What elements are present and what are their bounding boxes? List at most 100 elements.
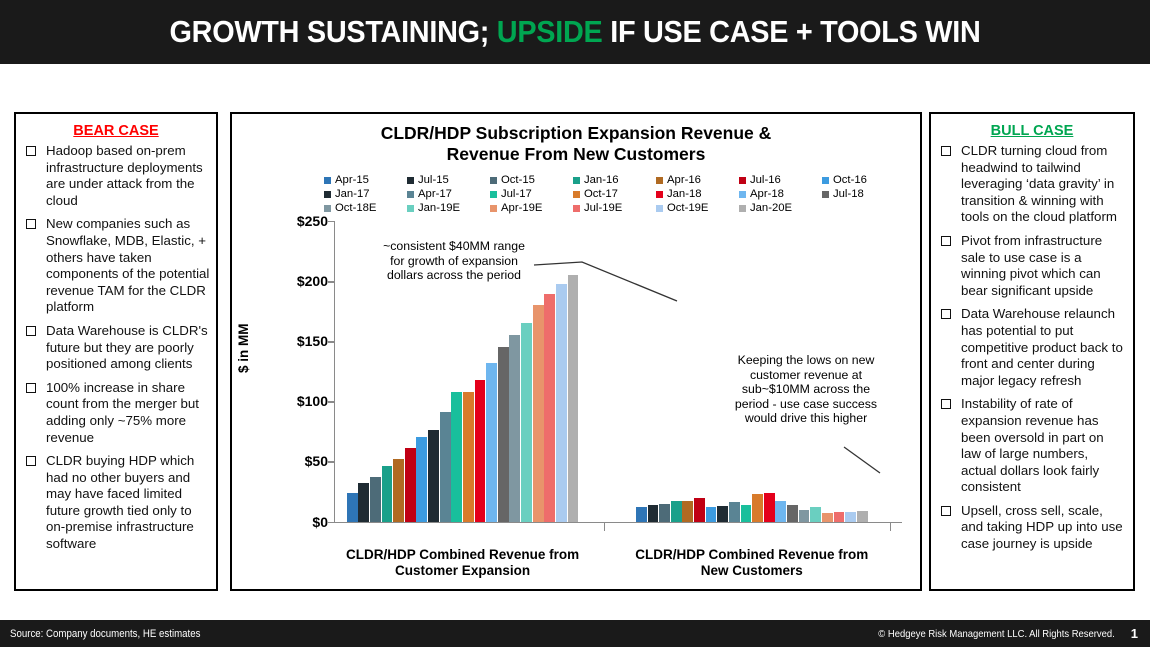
bar[interactable] [717, 505, 729, 522]
bear-case-bullet: CLDR buying HDP which had no other buyer… [20, 453, 210, 553]
bar[interactable] [439, 412, 451, 522]
legend-item[interactable]: Apr-15 [324, 174, 407, 186]
bar[interactable] [544, 294, 556, 522]
bear-case-bullet-text: Hadoop based on-prem infrastructure depl… [46, 143, 203, 208]
bar[interactable] [833, 512, 845, 522]
y-axis-tick-label: $200 [296, 273, 328, 290]
legend-label: Jan-17 [335, 188, 370, 200]
y-axis-tick-labels: $0 $50 $100 $150 $200 $250 [254, 213, 328, 543]
legend-item[interactable]: Jan-18 [656, 188, 739, 200]
bar[interactable] [404, 448, 416, 522]
bar[interactable] [728, 502, 740, 522]
bar[interactable] [787, 504, 798, 522]
bar[interactable] [740, 504, 752, 522]
legend-item[interactable]: Oct-19E [656, 202, 739, 214]
bar[interactable] [763, 492, 775, 522]
bull-case-bullet-text: Instability of rate of expansion revenue… [961, 396, 1104, 495]
bull-case-bullet: Upsell, cross sell, scale, and taking HD… [935, 503, 1127, 553]
bar[interactable] [752, 493, 763, 522]
y-axis-tick-mark [328, 521, 334, 523]
bar[interactable] [346, 492, 358, 522]
legend-item[interactable]: Jan-17 [324, 188, 407, 200]
bar[interactable] [509, 335, 521, 522]
header-bar: GROWTH SUSTAINING; UPSIDE IF USE CASE + … [0, 0, 1150, 64]
legend-item[interactable]: Jul-18 [822, 188, 905, 200]
bull-case-bullet-text: Upsell, cross sell, scale, and taking HD… [961, 502, 1123, 552]
legend-item[interactable]: Apr-18 [739, 188, 822, 200]
bar[interactable] [647, 504, 659, 522]
bar[interactable] [775, 501, 787, 522]
bar[interactable] [694, 497, 705, 522]
bar[interactable] [428, 430, 439, 522]
bar[interactable] [810, 507, 822, 522]
title-part-2: IF USE CASE + TOOLS WIN [602, 14, 981, 49]
bar[interactable] [845, 512, 856, 522]
legend-item[interactable]: Jul-17 [490, 188, 573, 200]
bar[interactable] [635, 507, 647, 522]
legend-item[interactable]: Oct-18E [324, 202, 407, 214]
bar[interactable] [682, 501, 694, 522]
title-part-1: GROWTH SUSTAINING; [169, 14, 497, 49]
bar[interactable] [369, 477, 381, 522]
y-axis-tick-mark [328, 281, 334, 283]
legend-item[interactable]: Apr-19E [490, 202, 573, 214]
bar[interactable] [451, 391, 463, 522]
bar[interactable] [462, 391, 474, 522]
bar[interactable] [486, 362, 498, 522]
legend-item[interactable]: Jul-15 [407, 174, 490, 186]
legend-item[interactable]: Jan-19E [407, 202, 490, 214]
legend-swatch-icon [656, 204, 663, 212]
legend-swatch-icon [490, 190, 497, 198]
bar[interactable] [521, 323, 532, 522]
chart-title: CLDR/HDP Subscription Expansion Revenue … [246, 123, 906, 165]
bar[interactable] [532, 305, 544, 522]
legend-item[interactable]: Oct-16 [822, 174, 905, 186]
legend-swatch-icon [490, 176, 497, 184]
plot-area: $ in MM $0 $50 $100 $150 $200 $250 CLDR/HDP C… [232, 213, 920, 578]
page-title: GROWTH SUSTAINING; UPSIDE IF USE CASE + … [170, 14, 981, 50]
bull-case-bullet-text: Pivot from infrastructure sale to use ca… [961, 232, 1103, 298]
bull-case-bullet: CLDR turning cloud from headwind to tail… [935, 143, 1127, 226]
legend-item[interactable]: Jan-16 [573, 174, 656, 186]
bull-case-bullet-list: CLDR turning cloud from headwind to tail… [931, 143, 1133, 553]
bar[interactable] [474, 379, 486, 522]
x-axis-group-labels: CLDR/HDP Combined Revenue from Customer E… [335, 547, 902, 587]
checkbox-bullet-icon [26, 146, 36, 156]
bar[interactable] [358, 483, 370, 522]
bar[interactable] [497, 347, 509, 522]
legend-item[interactable]: Jul-16 [739, 174, 822, 186]
bar[interactable] [393, 459, 405, 522]
legend-item[interactable]: Oct-15 [490, 174, 573, 186]
legend-item[interactable]: Jan-20E [739, 202, 822, 214]
legend-label: Oct-15 [501, 174, 535, 186]
legend-item[interactable]: Jul-19E [573, 202, 656, 214]
legend-swatch-icon [739, 176, 746, 184]
x-axis-group-label-line: Customer Expansion [395, 563, 531, 578]
legend-label: Oct-18E [335, 202, 377, 214]
bar[interactable] [416, 437, 428, 522]
legend-item[interactable]: Apr-17 [407, 188, 490, 200]
y-axis-tick-mark [328, 461, 334, 463]
bar[interactable] [555, 283, 567, 522]
checkbox-bullet-icon [26, 382, 36, 393]
bar[interactable] [856, 510, 868, 522]
x-axis-group-label-line: New Customers [700, 563, 803, 578]
chart-title-line-1: CLDR/HDP Subscription Expansion Revenue … [380, 123, 772, 143]
legend-label: Jul-15 [418, 174, 449, 186]
legend-item[interactable]: Apr-16 [656, 174, 739, 186]
bar[interactable] [705, 507, 717, 522]
bar[interactable] [567, 275, 579, 522]
bar[interactable] [381, 466, 393, 522]
legend-label: Jul-17 [501, 188, 532, 200]
title-accent: UPSIDE [496, 14, 603, 49]
y-axis-tick-mark [328, 221, 334, 223]
bar[interactable] [670, 501, 682, 522]
bar[interactable] [659, 503, 670, 522]
legend-label: Apr-15 [335, 174, 369, 186]
legend-swatch-icon [573, 204, 580, 212]
legend-item[interactable]: Oct-17 [573, 188, 656, 200]
legend-swatch-icon [656, 176, 663, 184]
bar[interactable] [798, 509, 810, 522]
bar[interactable] [821, 513, 833, 522]
y-axis-tick-mark [328, 341, 334, 343]
